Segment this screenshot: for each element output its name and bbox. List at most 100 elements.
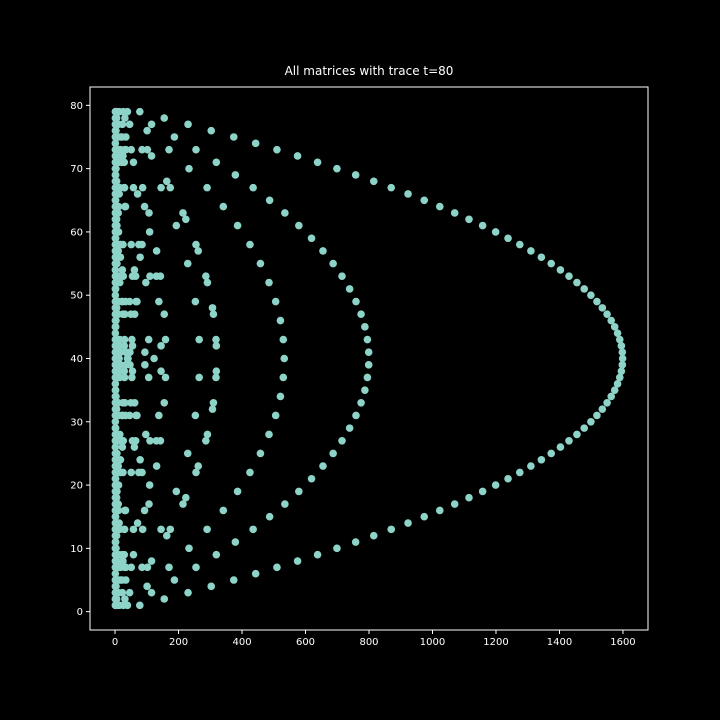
point — [319, 462, 327, 470]
point — [212, 158, 221, 167]
point — [607, 392, 616, 401]
point — [111, 285, 120, 293]
point — [155, 411, 163, 420]
point — [208, 304, 217, 312]
point — [118, 588, 127, 597]
point — [112, 126, 120, 135]
point — [112, 557, 121, 565]
point — [115, 354, 123, 363]
point — [183, 259, 192, 268]
point — [130, 399, 139, 407]
point — [113, 221, 121, 230]
point — [603, 310, 611, 318]
point — [271, 411, 280, 420]
point — [219, 506, 228, 515]
point — [166, 183, 175, 192]
point — [157, 342, 165, 350]
point — [111, 266, 120, 274]
x-tick-label: 800 — [359, 637, 378, 648]
y-tick-label: 80 — [70, 101, 83, 112]
point — [313, 158, 322, 167]
point — [157, 183, 165, 192]
y-tick-label: 50 — [70, 291, 83, 302]
point — [114, 247, 123, 255]
point — [231, 171, 240, 179]
point — [352, 411, 360, 420]
point — [547, 259, 556, 268]
point — [142, 278, 150, 287]
point — [144, 335, 153, 344]
point — [404, 519, 412, 527]
plot-area — [111, 107, 627, 610]
point — [580, 424, 589, 432]
point — [127, 145, 136, 154]
point — [603, 399, 611, 407]
point — [170, 576, 179, 584]
point — [118, 266, 127, 274]
point — [136, 107, 144, 116]
point — [116, 361, 125, 369]
point — [271, 297, 280, 306]
point — [212, 373, 220, 382]
point — [122, 145, 130, 154]
point — [116, 455, 125, 464]
point — [112, 215, 121, 224]
point — [329, 259, 337, 268]
point — [112, 595, 121, 603]
point — [130, 443, 139, 451]
point — [192, 563, 200, 572]
point — [121, 506, 130, 515]
point — [231, 538, 240, 546]
point — [111, 512, 120, 521]
point — [160, 595, 169, 603]
point — [351, 171, 360, 179]
point — [114, 342, 123, 350]
point — [170, 133, 179, 141]
y-tick-label: 60 — [70, 227, 83, 238]
point — [191, 297, 200, 306]
point — [279, 373, 288, 382]
point — [123, 601, 132, 610]
point — [114, 481, 123, 489]
point — [183, 449, 192, 458]
point — [141, 348, 149, 356]
point — [387, 183, 396, 192]
point — [265, 196, 274, 205]
point — [121, 399, 129, 407]
point — [118, 443, 127, 451]
point — [179, 209, 187, 217]
point — [133, 297, 141, 306]
point — [369, 531, 378, 540]
x-tick-label: 200 — [169, 637, 188, 648]
point — [364, 361, 373, 369]
point — [121, 310, 129, 318]
point — [165, 145, 173, 154]
point — [313, 550, 322, 559]
x-tick-label: 1000 — [420, 637, 445, 648]
point — [345, 424, 354, 432]
point — [610, 386, 619, 394]
point — [119, 436, 128, 445]
point — [126, 361, 134, 369]
point — [112, 582, 120, 591]
point — [123, 107, 132, 116]
point — [138, 563, 146, 572]
point — [114, 202, 123, 211]
point — [281, 500, 289, 508]
point — [547, 449, 556, 458]
point — [143, 145, 152, 154]
point — [111, 234, 120, 243]
point — [126, 348, 134, 356]
point — [112, 531, 121, 540]
point — [618, 348, 627, 356]
point — [192, 145, 200, 154]
point — [179, 500, 187, 508]
point — [120, 550, 129, 559]
point — [119, 152, 127, 160]
point — [276, 316, 285, 325]
point — [293, 152, 302, 160]
point — [125, 297, 134, 306]
point — [111, 474, 120, 483]
point — [122, 576, 130, 584]
point — [203, 525, 211, 534]
